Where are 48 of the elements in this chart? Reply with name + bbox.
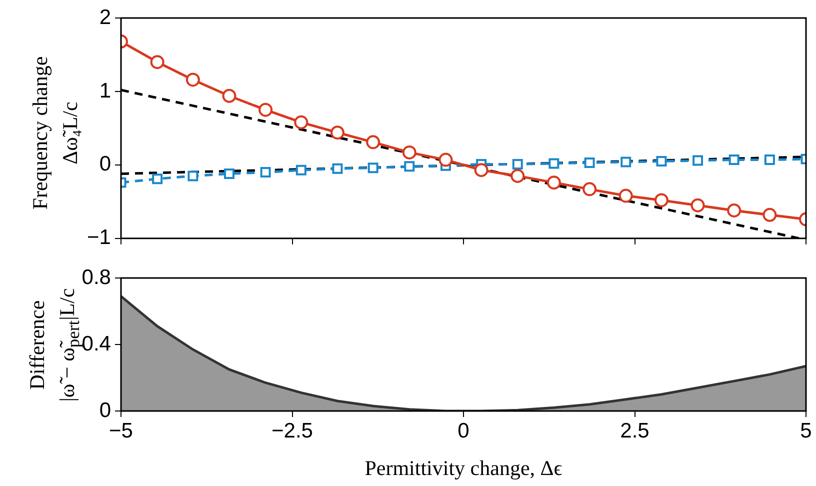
- point: [728, 154, 740, 166]
- point: [222, 88, 236, 103]
- point: [402, 145, 416, 160]
- point: [618, 188, 633, 203]
- x-tick-label: 0: [458, 419, 470, 442]
- point: [224, 168, 234, 179]
- point: [330, 126, 344, 140]
- point: [654, 193, 668, 208]
- point: [690, 198, 705, 212]
- x-tick-label: −2.5: [272, 419, 313, 442]
- point: [296, 164, 306, 176]
- point: [620, 156, 632, 168]
- y-tick-label: 0: [99, 152, 111, 176]
- point: [332, 163, 343, 174]
- point: [294, 115, 308, 130]
- point: [188, 170, 198, 182]
- y-tick-label: 1: [99, 79, 111, 102]
- x-tick-label: −5: [109, 419, 133, 442]
- y-tick-label: 0.4: [82, 332, 112, 356]
- x-tick-label: 5: [800, 419, 812, 442]
- point: [404, 161, 415, 172]
- y-tick-label: −1: [87, 226, 111, 250]
- point: [692, 155, 704, 166]
- point: [186, 72, 200, 87]
- point: [512, 158, 523, 170]
- point: [656, 156, 667, 167]
- point: [260, 167, 271, 178]
- point: [584, 157, 595, 168]
- point: [548, 158, 560, 169]
- y-tick-label: 2: [99, 6, 111, 29]
- y-tick-label: 0.8: [82, 266, 111, 289]
- point: [368, 162, 378, 174]
- point: [764, 154, 775, 166]
- point: [762, 208, 777, 222]
- point: [474, 163, 488, 178]
- x-tick-label: 2.5: [620, 419, 650, 442]
- y-axis-title: Frequency change Δω̃₄L/c: [27, 56, 83, 210]
- point: [438, 152, 453, 167]
- point: [150, 55, 164, 70]
- point: [727, 203, 742, 218]
- point: [582, 182, 597, 196]
- point: [366, 135, 380, 150]
- point: [258, 102, 273, 117]
- x-axis-title: Permittivity change, Δϵ: [364, 456, 563, 480]
- point: [546, 176, 561, 190]
- point: [152, 174, 163, 184]
- y-tick-label: 0: [99, 398, 111, 422]
- point: [510, 168, 525, 183]
